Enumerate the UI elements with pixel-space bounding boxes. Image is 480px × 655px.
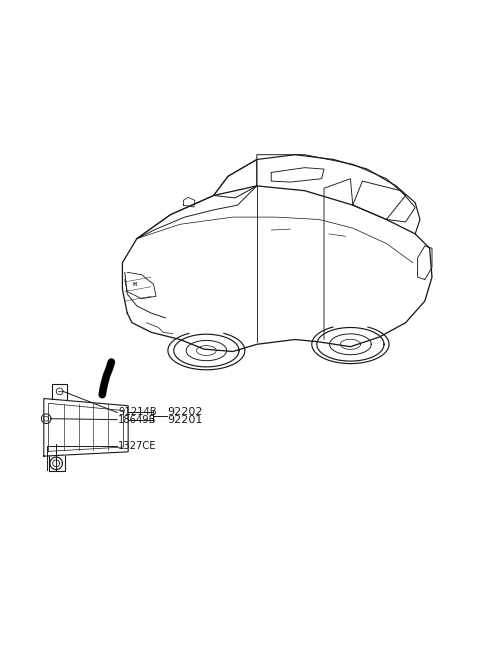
Text: 18649B: 18649B [118,415,156,424]
Text: 92201: 92201 [168,415,203,424]
Text: 1327CE: 1327CE [118,441,156,451]
Text: 92202: 92202 [168,407,203,417]
Text: 91214B: 91214B [118,407,156,417]
Text: H: H [132,282,136,287]
